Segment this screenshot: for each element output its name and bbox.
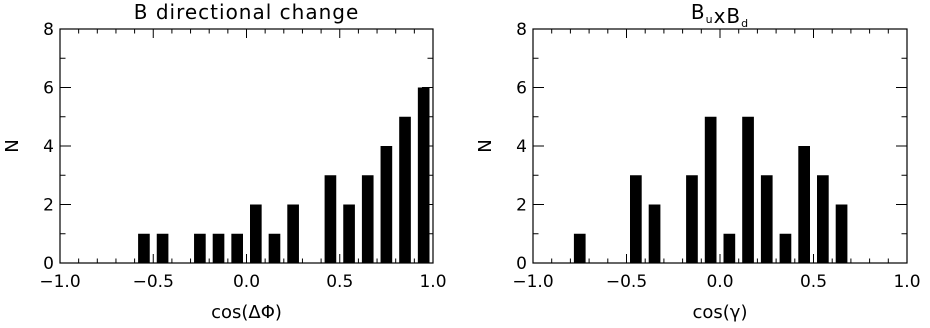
histogram-bar	[798, 146, 810, 263]
y-tick-label: 2	[516, 196, 527, 216]
y-tick-label: 8	[516, 20, 527, 40]
histogram-bar	[760, 175, 773, 263]
y-tick-label: 8	[43, 20, 54, 40]
histogram-bar	[630, 175, 642, 263]
histogram-bar	[287, 204, 299, 263]
y-tick-label: 4	[43, 137, 54, 157]
histogram-bar	[686, 175, 698, 263]
histogram-bar	[343, 204, 355, 263]
x-tick-label: 0.0	[233, 272, 260, 292]
histogram-bar	[250, 204, 262, 263]
x-axis-label: cos(γ)	[693, 302, 748, 323]
x-tick-label: 1.0	[419, 272, 446, 292]
title-subscript: u	[706, 13, 714, 26]
chart-title: BuxBd	[691, 0, 749, 30]
histogram-bar	[156, 233, 169, 263]
y-axis-label: N	[2, 139, 23, 152]
histogram-bar	[835, 204, 848, 263]
histogram-bar	[817, 175, 829, 263]
y-tick-label: 4	[516, 137, 527, 157]
histogram-bar	[704, 116, 717, 263]
title-part: xB	[714, 4, 742, 28]
y-axis-label: N	[475, 139, 496, 152]
histogram-bar	[212, 233, 225, 263]
x-tick-label: −1.0	[39, 272, 80, 292]
title-subscript: d	[741, 17, 749, 30]
x-tick-label: 1.0	[893, 272, 920, 292]
histogram-bar	[231, 233, 243, 263]
chart-title: B directional change	[134, 0, 360, 24]
x-tick-label: −0.5	[133, 272, 174, 292]
histogram-bar	[779, 233, 792, 263]
y-tick-label: 0	[516, 254, 527, 274]
x-tick-label: 0.0	[706, 272, 733, 292]
histogram-bar	[573, 233, 586, 263]
histogram-bar	[268, 233, 281, 263]
histogram-bar	[324, 175, 337, 263]
x-tick-label: 0.5	[800, 272, 827, 292]
plot-frame	[532, 28, 908, 264]
right-histogram-panel: −1.0 −0.5 0.0 0.5 1.0 0 2 4 6 8 cos(γ) N BuxBd	[475, 0, 921, 323]
histogram-bar	[723, 233, 736, 263]
y-tick-label: 0	[43, 254, 54, 274]
y-tick-label: 2	[43, 196, 54, 216]
left-histogram-panel: −1.0 −0.5 0.0 0.5 1.0 0 2 4 6 8 cos(ΔΦ) N B directio…	[2, 0, 447, 323]
histogram-bar	[417, 87, 430, 263]
y-tick-label: 6	[516, 79, 527, 99]
plot-frame	[59, 28, 434, 264]
title-part: B	[691, 0, 706, 24]
histogram-bar	[194, 233, 206, 263]
x-tick-label: −1.0	[512, 272, 553, 292]
histogram-bar	[648, 204, 661, 263]
x-tick-label: −0.5	[606, 272, 647, 292]
histogram-bar	[380, 146, 393, 263]
histogram-bar	[742, 116, 754, 263]
histogram-bar	[138, 233, 150, 263]
y-tick-label: 6	[43, 79, 54, 99]
histogram-bar	[399, 116, 411, 263]
histogram-bar	[361, 175, 374, 263]
x-axis-label: cos(ΔΦ)	[211, 302, 282, 323]
x-tick-label: 0.5	[326, 272, 353, 292]
